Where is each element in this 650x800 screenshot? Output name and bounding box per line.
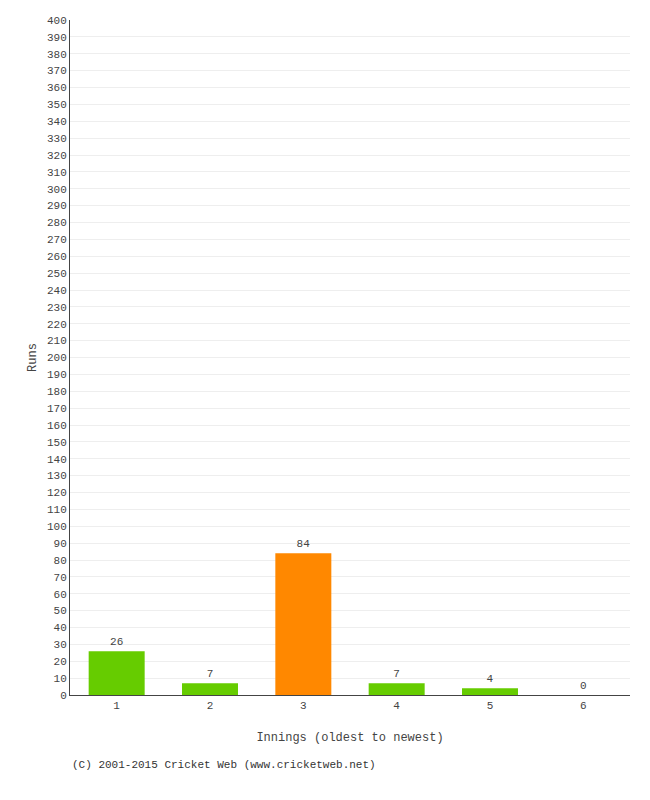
svg-text:40: 40 [54,622,67,634]
svg-text:80: 80 [54,555,67,567]
svg-text:230: 230 [47,302,67,314]
svg-text:3: 3 [300,700,307,712]
svg-text:330: 330 [47,133,67,145]
svg-text:360: 360 [47,82,67,94]
svg-text:350: 350 [47,99,67,111]
svg-text:Runs: Runs [26,343,40,372]
svg-text:0: 0 [580,680,587,692]
svg-text:160: 160 [47,420,67,432]
svg-text:5: 5 [487,700,494,712]
svg-text:Innings (oldest to newest): Innings (oldest to newest) [256,731,443,745]
svg-text:380: 380 [47,49,67,61]
svg-text:90: 90 [54,538,67,550]
svg-text:370: 370 [47,65,67,77]
svg-text:300: 300 [47,184,67,196]
svg-text:240: 240 [47,285,67,297]
svg-text:340: 340 [47,116,67,128]
svg-text:100: 100 [47,521,67,533]
svg-text:4: 4 [393,700,400,712]
svg-text:310: 310 [47,167,67,179]
svg-text:250: 250 [47,268,67,280]
svg-text:170: 170 [47,403,67,415]
svg-text:84: 84 [297,538,311,550]
svg-text:110: 110 [47,504,67,516]
svg-text:290: 290 [47,200,67,212]
svg-text:2: 2 [207,700,214,712]
svg-text:0: 0 [60,690,67,702]
svg-text:130: 130 [47,470,67,482]
svg-text:120: 120 [47,487,67,499]
svg-text:190: 190 [47,369,67,381]
svg-text:220: 220 [47,319,67,331]
svg-text:400: 400 [47,15,67,27]
svg-text:200: 200 [47,352,67,364]
svg-text:270: 270 [47,234,67,246]
svg-text:140: 140 [47,454,67,466]
svg-text:390: 390 [47,32,67,44]
svg-text:10: 10 [54,673,67,685]
svg-text:7: 7 [393,668,400,680]
svg-text:4: 4 [487,673,494,685]
svg-text:150: 150 [47,437,67,449]
svg-text:20: 20 [54,656,67,668]
svg-text:7: 7 [207,668,214,680]
svg-text:280: 280 [47,217,67,229]
svg-text:320: 320 [47,150,67,162]
svg-text:260: 260 [47,251,67,263]
svg-text:60: 60 [54,589,67,601]
svg-text:70: 70 [54,572,67,584]
svg-text:50: 50 [54,605,67,617]
svg-text:(C) 2001-2015 Cricket Web (www: (C) 2001-2015 Cricket Web (www.cricketwe… [72,759,376,771]
svg-text:180: 180 [47,386,67,398]
svg-text:210: 210 [47,335,67,347]
svg-text:30: 30 [54,639,67,651]
svg-text:26: 26 [110,636,123,648]
svg-text:6: 6 [580,700,587,712]
svg-text:1: 1 [113,700,120,712]
